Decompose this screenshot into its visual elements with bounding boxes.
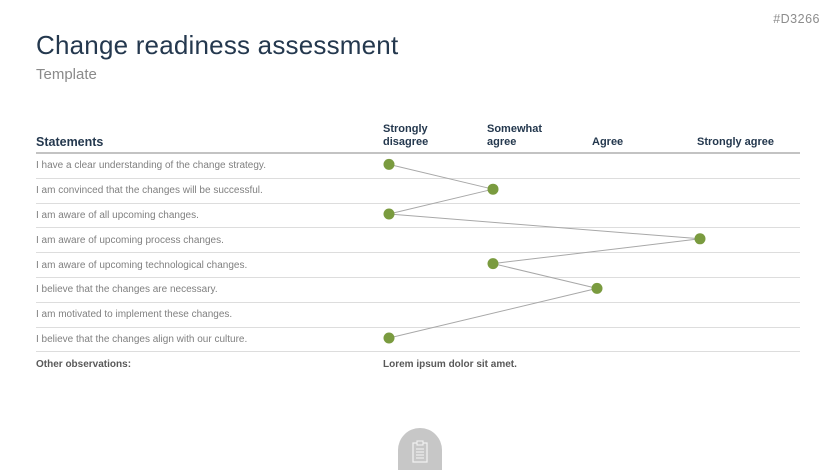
table-row: I am motivated to implement these change…	[36, 303, 800, 328]
column-header-strongly-agree: Strongly agree	[697, 136, 775, 149]
table-row: I am aware of all upcoming changes.	[36, 204, 800, 229]
observations-label: Other observations:	[36, 359, 132, 371]
observations-row: Other observations: Lorem ipsum dolor si…	[36, 352, 800, 377]
statement-label: I am motivated to implement these change…	[36, 309, 233, 321]
page-title: Change readiness assessment	[36, 30, 399, 60]
statement-label: I am aware of all upcoming changes.	[36, 209, 199, 221]
assessment-table: Statements Strongly disagree Somewhat ag…	[36, 114, 800, 377]
slide-id-tag: #D3266	[773, 12, 820, 26]
table-header-row: Statements Strongly disagree Somewhat ag…	[36, 114, 800, 154]
statement-label: I am convinced that the changes will be …	[36, 185, 263, 197]
clipboard-tab	[398, 428, 442, 470]
table-row: I am aware of upcoming process changes.	[36, 228, 800, 254]
statement-label: I am aware of upcoming technological cha…	[36, 259, 248, 271]
statement-label: I have a clear understanding of the chan…	[36, 160, 266, 172]
statement-label: I am aware of upcoming process changes.	[36, 234, 224, 246]
page-subtitle: Template	[36, 66, 97, 83]
observations-note: Lorem ipsum dolor sit amet.	[383, 359, 517, 371]
table-row: I am aware of upcoming technological cha…	[36, 253, 800, 278]
column-header-strongly-disagree: Strongly disagree	[383, 123, 429, 149]
table-row: I have a clear understanding of the chan…	[36, 154, 800, 179]
table-row: I believe that the changes are necessary…	[36, 278, 800, 303]
statement-label: I believe that the changes are necessary…	[36, 284, 218, 296]
column-header-agree: Agree	[592, 136, 624, 149]
statements-column-header: Statements	[36, 135, 104, 149]
table-body: I have a clear understanding of the chan…	[36, 154, 800, 353]
table-row: I believe that the changes align with ou…	[36, 328, 800, 353]
statement-label: I believe that the changes align with ou…	[36, 333, 248, 345]
clipboard-icon	[412, 440, 428, 463]
table-row: I am convinced that the changes will be …	[36, 179, 800, 204]
column-header-somewhat-agree: Somewhat agree	[487, 123, 543, 149]
